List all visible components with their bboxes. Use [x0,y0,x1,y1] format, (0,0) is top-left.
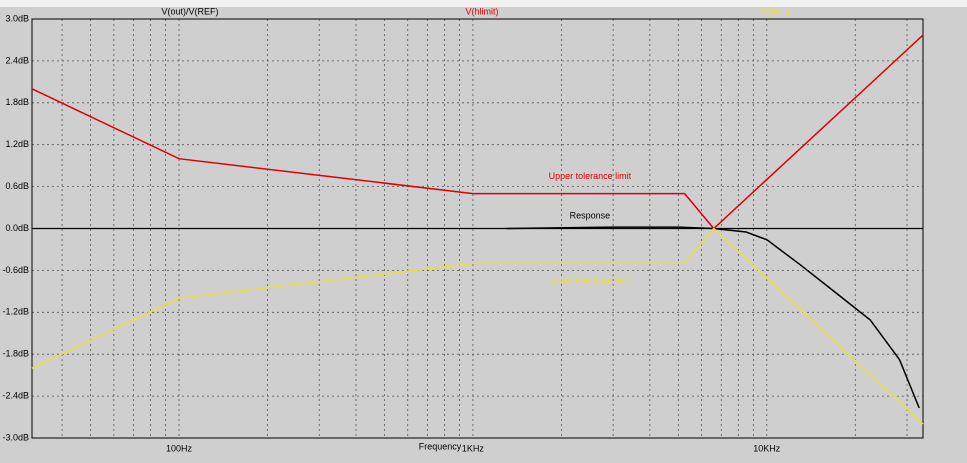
y-tick-label: -3.0dB [2,432,29,442]
legend-entry: V(llimit) [760,6,790,16]
annotation: Upper tolerance limit [549,171,632,181]
y-tick-label: 3.0dB [5,13,29,23]
legend-entry: V(out)/V(REF) [161,6,218,16]
x-tick-label: 10KHz [753,443,781,453]
series-line [31,34,924,230]
annotation: Lower tolerance limit [549,275,632,285]
top-bar [0,0,967,7]
legend-entry: V(hlimit) [466,6,499,16]
x-axis-label: Frequency [419,441,462,451]
y-tick-label: 2.4dB [5,55,29,65]
y-tick-label: 0.0dB [5,223,29,233]
y-tick-label: -2.4dB [2,390,29,400]
y-tick-label: 0.6dB [5,181,29,191]
y-tick-label: -1.8dB [2,349,29,359]
x-tick-label: 1KHz [462,443,485,453]
y-tick-label: 1.8dB [5,97,29,107]
annotation: Response [570,210,611,220]
series-line [506,226,920,409]
x-tick-label: 100Hz [166,443,193,453]
plot-frame [31,18,924,439]
series-line [31,227,924,425]
y-tick-label: -1.2dB [2,307,29,317]
y-tick-label: 1.2dB [5,139,29,149]
y-tick-label: -0.6dB [2,265,29,275]
